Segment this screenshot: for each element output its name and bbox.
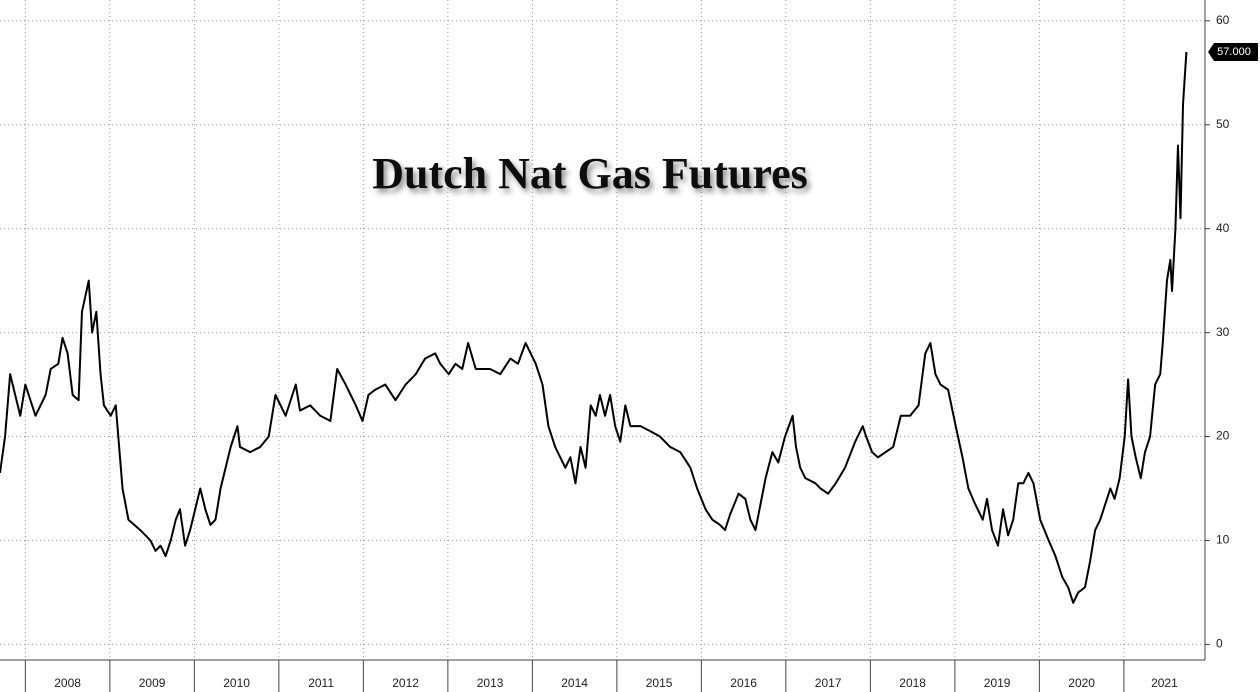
last-price-marker	[1208, 42, 1258, 61]
x-tick-label: 2013	[477, 676, 504, 690]
x-tick-label: 2011	[308, 676, 334, 690]
x-tick-label: 2014	[561, 676, 588, 690]
y-tick-label: 0	[1216, 637, 1223, 651]
x-tick-label: 2021	[1151, 676, 1178, 690]
x-tick-label: 2018	[899, 676, 926, 690]
chart-title: Dutch Nat Gas Futures	[372, 149, 808, 198]
x-tick-label: 2017	[815, 676, 842, 690]
y-tick-label: 50	[1216, 117, 1230, 131]
x-tick-label: 2009	[139, 676, 166, 690]
x-tick-label: 2016	[730, 676, 757, 690]
grid	[0, 0, 1205, 660]
y-tick-label: 60	[1216, 13, 1230, 27]
y-tick-label: 40	[1216, 221, 1230, 235]
y-tick-label: 20	[1216, 429, 1230, 443]
y-tick-label: 30	[1216, 325, 1230, 339]
x-tick-label: 2015	[646, 676, 673, 690]
x-tick-label: 2012	[392, 676, 419, 690]
last-price-label: 57.000	[1217, 46, 1251, 58]
price-line	[0, 51, 1188, 604]
plot-area	[0, 51, 1188, 604]
x-tick-label: 2020	[1068, 676, 1095, 690]
x-tick-label: 2019	[984, 676, 1011, 690]
x-tick-label: 2010	[223, 676, 250, 690]
x-tick-label: 2008	[54, 676, 81, 690]
axes: 0 10 20 30 40 50 60 2008 2009 2010 2011 2012 2013 201…	[24, 13, 1258, 692]
y-tick-label: 10	[1216, 533, 1230, 547]
